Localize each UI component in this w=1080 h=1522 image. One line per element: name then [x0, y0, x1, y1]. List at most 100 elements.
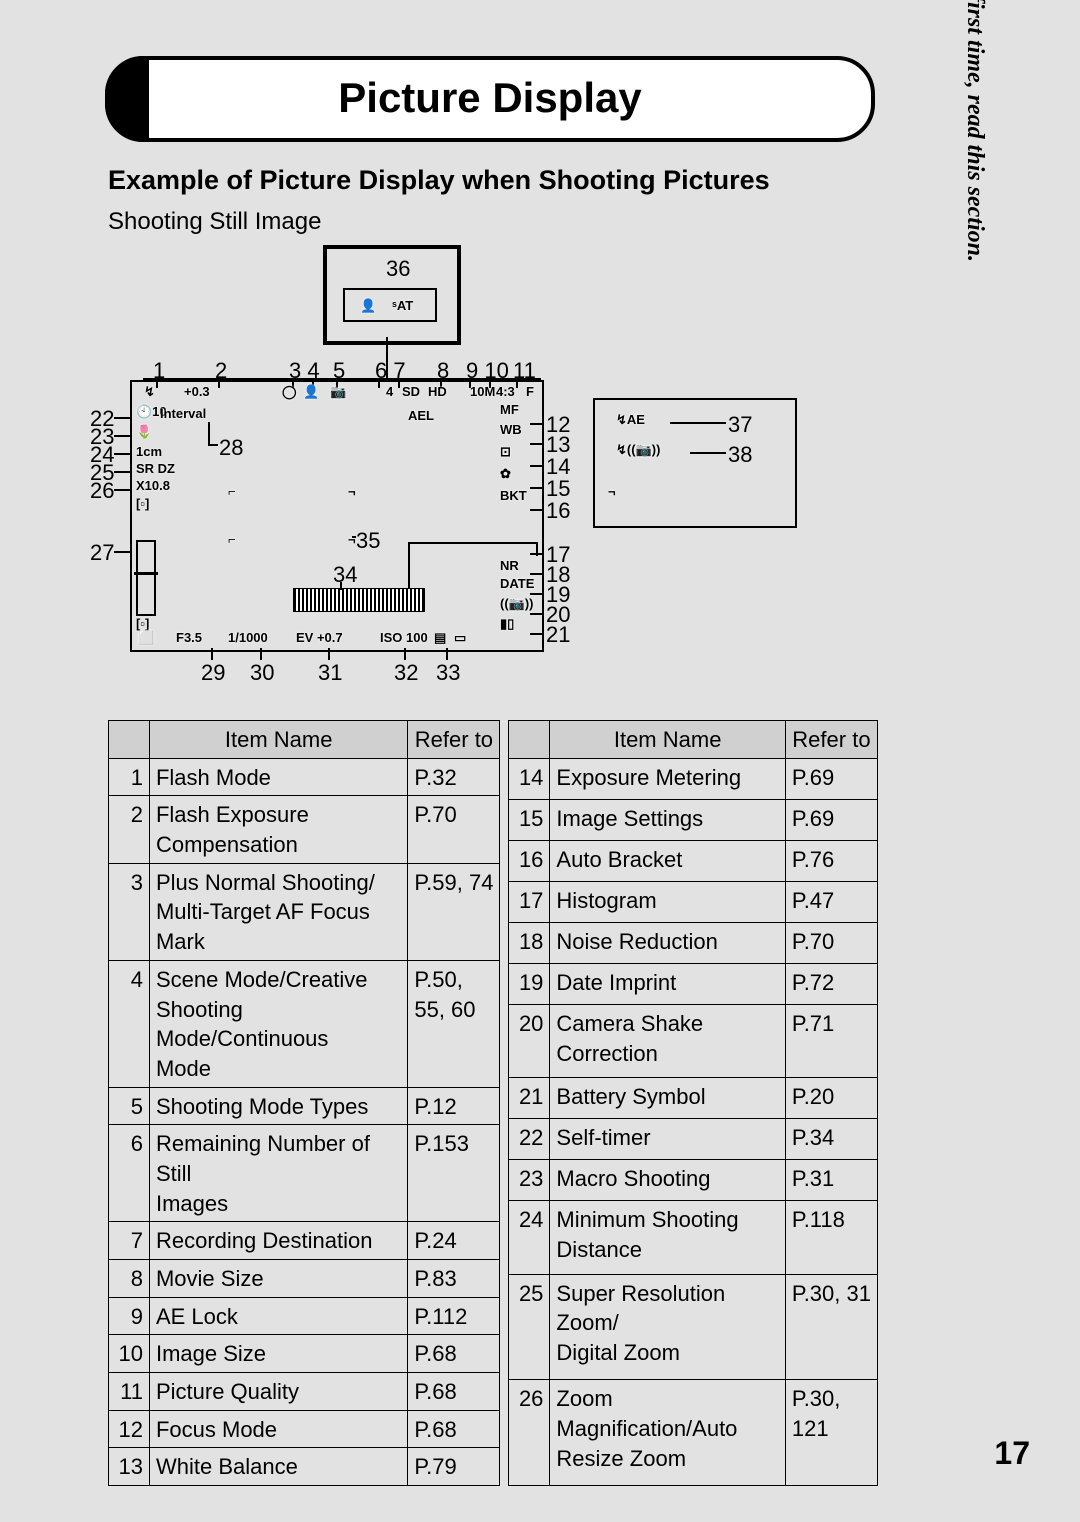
diagram-label: 29: [201, 660, 225, 686]
table-row: 2Flash Exposure CompensationP.70: [109, 796, 500, 863]
row-name: Date Imprint: [550, 963, 785, 1004]
display-indicator-icon: 🌷: [136, 424, 152, 440]
diagram-label: 26: [90, 478, 114, 504]
diagram-label: 2: [215, 358, 227, 384]
row-name: Remaining Number of StillImages: [149, 1125, 407, 1222]
row-ref: P.69: [785, 799, 877, 840]
row-ref: P.24: [408, 1222, 500, 1260]
diagram-label: 27: [90, 540, 114, 566]
histogram-icon: [293, 588, 425, 612]
row-name: White Balance: [149, 1448, 407, 1486]
display-indicator-icon: ▮▯: [500, 616, 514, 632]
row-number: 23: [509, 1160, 550, 1201]
row-name: Super Resolution Zoom/Digital Zoom: [550, 1274, 785, 1380]
row-number: 14: [509, 758, 550, 799]
table-row: 24Minimum ShootingDistanceP.118: [509, 1201, 878, 1274]
row-ref: P.50,55, 60: [408, 960, 500, 1087]
display-indicator-icon: ((📷)): [500, 596, 534, 612]
row-number: 20: [509, 1004, 550, 1077]
row-ref: P.32: [408, 758, 500, 796]
diagram-label: 9 10: [466, 358, 509, 384]
row-number: 21: [509, 1078, 550, 1119]
table-row: 11Picture QualityP.68: [109, 1373, 500, 1411]
row-name: Noise Reduction: [550, 922, 785, 963]
col-ref-header: Refer to: [785, 721, 877, 759]
display-indicator-icon: ˢAT: [392, 298, 413, 313]
row-number: 5: [109, 1087, 150, 1125]
display-indicator-icon: [▫]: [136, 496, 149, 511]
row-ref: P.112: [408, 1297, 500, 1335]
row-ref: P.69: [785, 758, 877, 799]
display-indicator-icon: WB: [500, 422, 522, 437]
row-ref: P.68: [408, 1335, 500, 1373]
row-number: 15: [509, 799, 550, 840]
row-number: 13: [109, 1448, 150, 1486]
table-row: 9AE LockP.112: [109, 1297, 500, 1335]
reference-table-right: Item Name Refer to 14Exposure MeteringP.…: [508, 720, 878, 1486]
title-banner: Picture Display: [105, 56, 875, 142]
col-name-header: Item Name: [550, 721, 785, 759]
display-indicator-icon: F3.5: [176, 630, 202, 645]
diagram-label: 28: [219, 435, 243, 461]
row-name: Focus Mode: [149, 1410, 407, 1448]
diagram-label: 36: [386, 256, 410, 282]
row-number: 6: [109, 1125, 150, 1222]
row-number: 19: [509, 963, 550, 1004]
row-name: Shooting Mode Types: [149, 1087, 407, 1125]
table-row: 18Noise ReductionP.70: [509, 922, 878, 963]
table-row: 3Plus Normal Shooting/Multi-Target AF Fo…: [109, 863, 500, 960]
col-num-header: [109, 721, 150, 759]
diagram-label: 8: [437, 358, 449, 384]
diagram-label: 31: [318, 660, 342, 686]
table-row: 16Auto BracketP.76: [509, 840, 878, 881]
row-ref: P.68: [408, 1410, 500, 1448]
zoom-bar-icon: [136, 540, 156, 616]
row-name: Image Size: [149, 1335, 407, 1373]
callout-inner-36: [343, 288, 437, 322]
row-ref: P.68: [408, 1373, 500, 1411]
display-indicator-icon: ⌐: [228, 532, 236, 547]
display-indicator-icon: 4: [386, 384, 393, 399]
row-number: 24: [509, 1201, 550, 1274]
row-ref: P.20: [785, 1078, 877, 1119]
display-indicator-icon: ▤: [434, 630, 446, 646]
diagram-label: 37: [728, 412, 752, 438]
row-name: Scene Mode/CreativeShooting Mode/Continu…: [149, 960, 407, 1087]
display-indicator-icon: X10.8: [136, 478, 170, 493]
row-ref: P.83: [408, 1260, 500, 1298]
diagram-label: 35: [356, 528, 380, 554]
row-number: 7: [109, 1222, 150, 1260]
row-name: Picture Quality: [149, 1373, 407, 1411]
display-indicator-icon: HD: [428, 384, 447, 399]
display-indicator-icon: AEL: [408, 408, 434, 423]
col-ref-header: Refer to: [408, 721, 500, 759]
display-indicator-icon: EV +0.7: [296, 630, 343, 645]
row-ref: P.34: [785, 1119, 877, 1160]
table-row: 25Super Resolution Zoom/Digital ZoomP.30…: [509, 1274, 878, 1380]
row-ref: P.76: [785, 840, 877, 881]
row-name: Flash Mode: [149, 758, 407, 796]
table-row: 17HistogramP.47: [509, 881, 878, 922]
row-number: 1: [109, 758, 150, 796]
row-number: 4: [109, 960, 150, 1087]
row-number: 22: [509, 1119, 550, 1160]
row-number: 8: [109, 1260, 150, 1298]
row-ref: P.118: [785, 1201, 877, 1274]
row-name: Recording Destination: [149, 1222, 407, 1260]
row-number: 9: [109, 1297, 150, 1335]
banner-title: Picture Display: [109, 74, 871, 122]
row-number: 16: [509, 840, 550, 881]
diagram-label: 34: [333, 562, 357, 588]
display-indicator-icon: +0.3: [184, 384, 210, 399]
diagram-label: 33: [436, 660, 460, 686]
display-indicator-icon: DATE: [500, 576, 534, 591]
row-number: 10: [109, 1335, 150, 1373]
table-row: 14Exposure MeteringP.69: [509, 758, 878, 799]
row-ref: P.12: [408, 1087, 500, 1125]
row-name: Histogram: [550, 881, 785, 922]
table-row: 22Self-timerP.34: [509, 1119, 878, 1160]
display-indicator-icon: ⊡: [500, 444, 511, 460]
row-name: Plus Normal Shooting/Multi-Target AF Foc…: [149, 863, 407, 960]
display-indicator-icon: 1cm: [136, 444, 162, 459]
display-indicator-icon: 📷: [330, 384, 346, 400]
